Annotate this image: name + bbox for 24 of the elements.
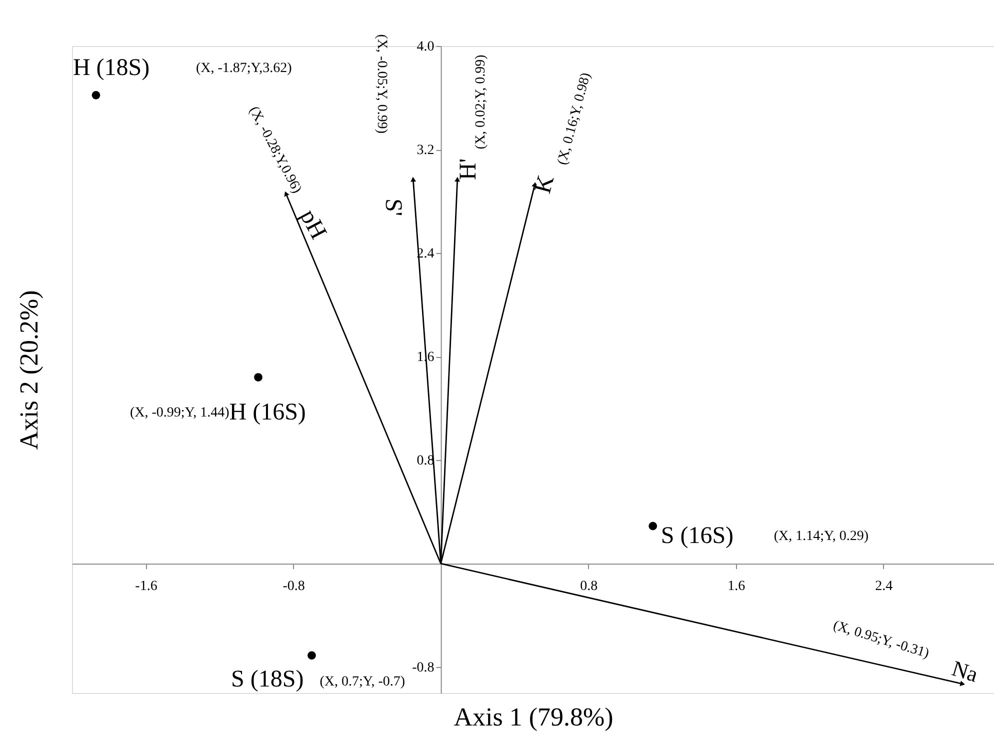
x-tick-label: 1.6 xyxy=(728,579,746,594)
x-tick-label: -0.8 xyxy=(282,579,305,594)
annotation: (X, -0.05;Y, 0.99) xyxy=(374,34,390,134)
series-label: S (16S) xyxy=(660,523,734,550)
text: S' xyxy=(380,198,406,216)
y-tick-label: 4.0 xyxy=(416,40,434,54)
y-tick-label: -0.8 xyxy=(412,660,434,676)
x-axis-title: Axis 1 (79.8%) xyxy=(454,702,614,732)
annotation: (X, 0.95;Y, -0.31) xyxy=(831,618,932,662)
x-tick-label: 0.8 xyxy=(580,579,598,594)
annotation: (X, -1.87;Y,3.62) xyxy=(196,61,292,76)
annotation: (X, 0.02;Y, 0.99) xyxy=(473,54,488,150)
annotation: (X, 0.16;Y, 0.98) xyxy=(555,70,594,167)
series-label: H (16S) xyxy=(229,399,306,426)
text: pH xyxy=(294,205,332,244)
y-axis-title: Axis 2 (20.2%) xyxy=(14,290,44,450)
annotation: (X, -0.99;Y, 1.44) xyxy=(130,405,230,420)
x-tick-label: -1.6 xyxy=(135,579,158,594)
x-tick-label: 2.4 xyxy=(875,579,893,594)
annotation: (X, 0.7;Y, -0.7) xyxy=(320,674,406,690)
annotation: (X, 1.14;Y, 0.29) xyxy=(774,529,869,544)
series-label: S (18S) xyxy=(231,666,304,692)
series-label: H (18S) xyxy=(72,55,150,82)
y-tick-label: 3.2 xyxy=(416,143,434,158)
